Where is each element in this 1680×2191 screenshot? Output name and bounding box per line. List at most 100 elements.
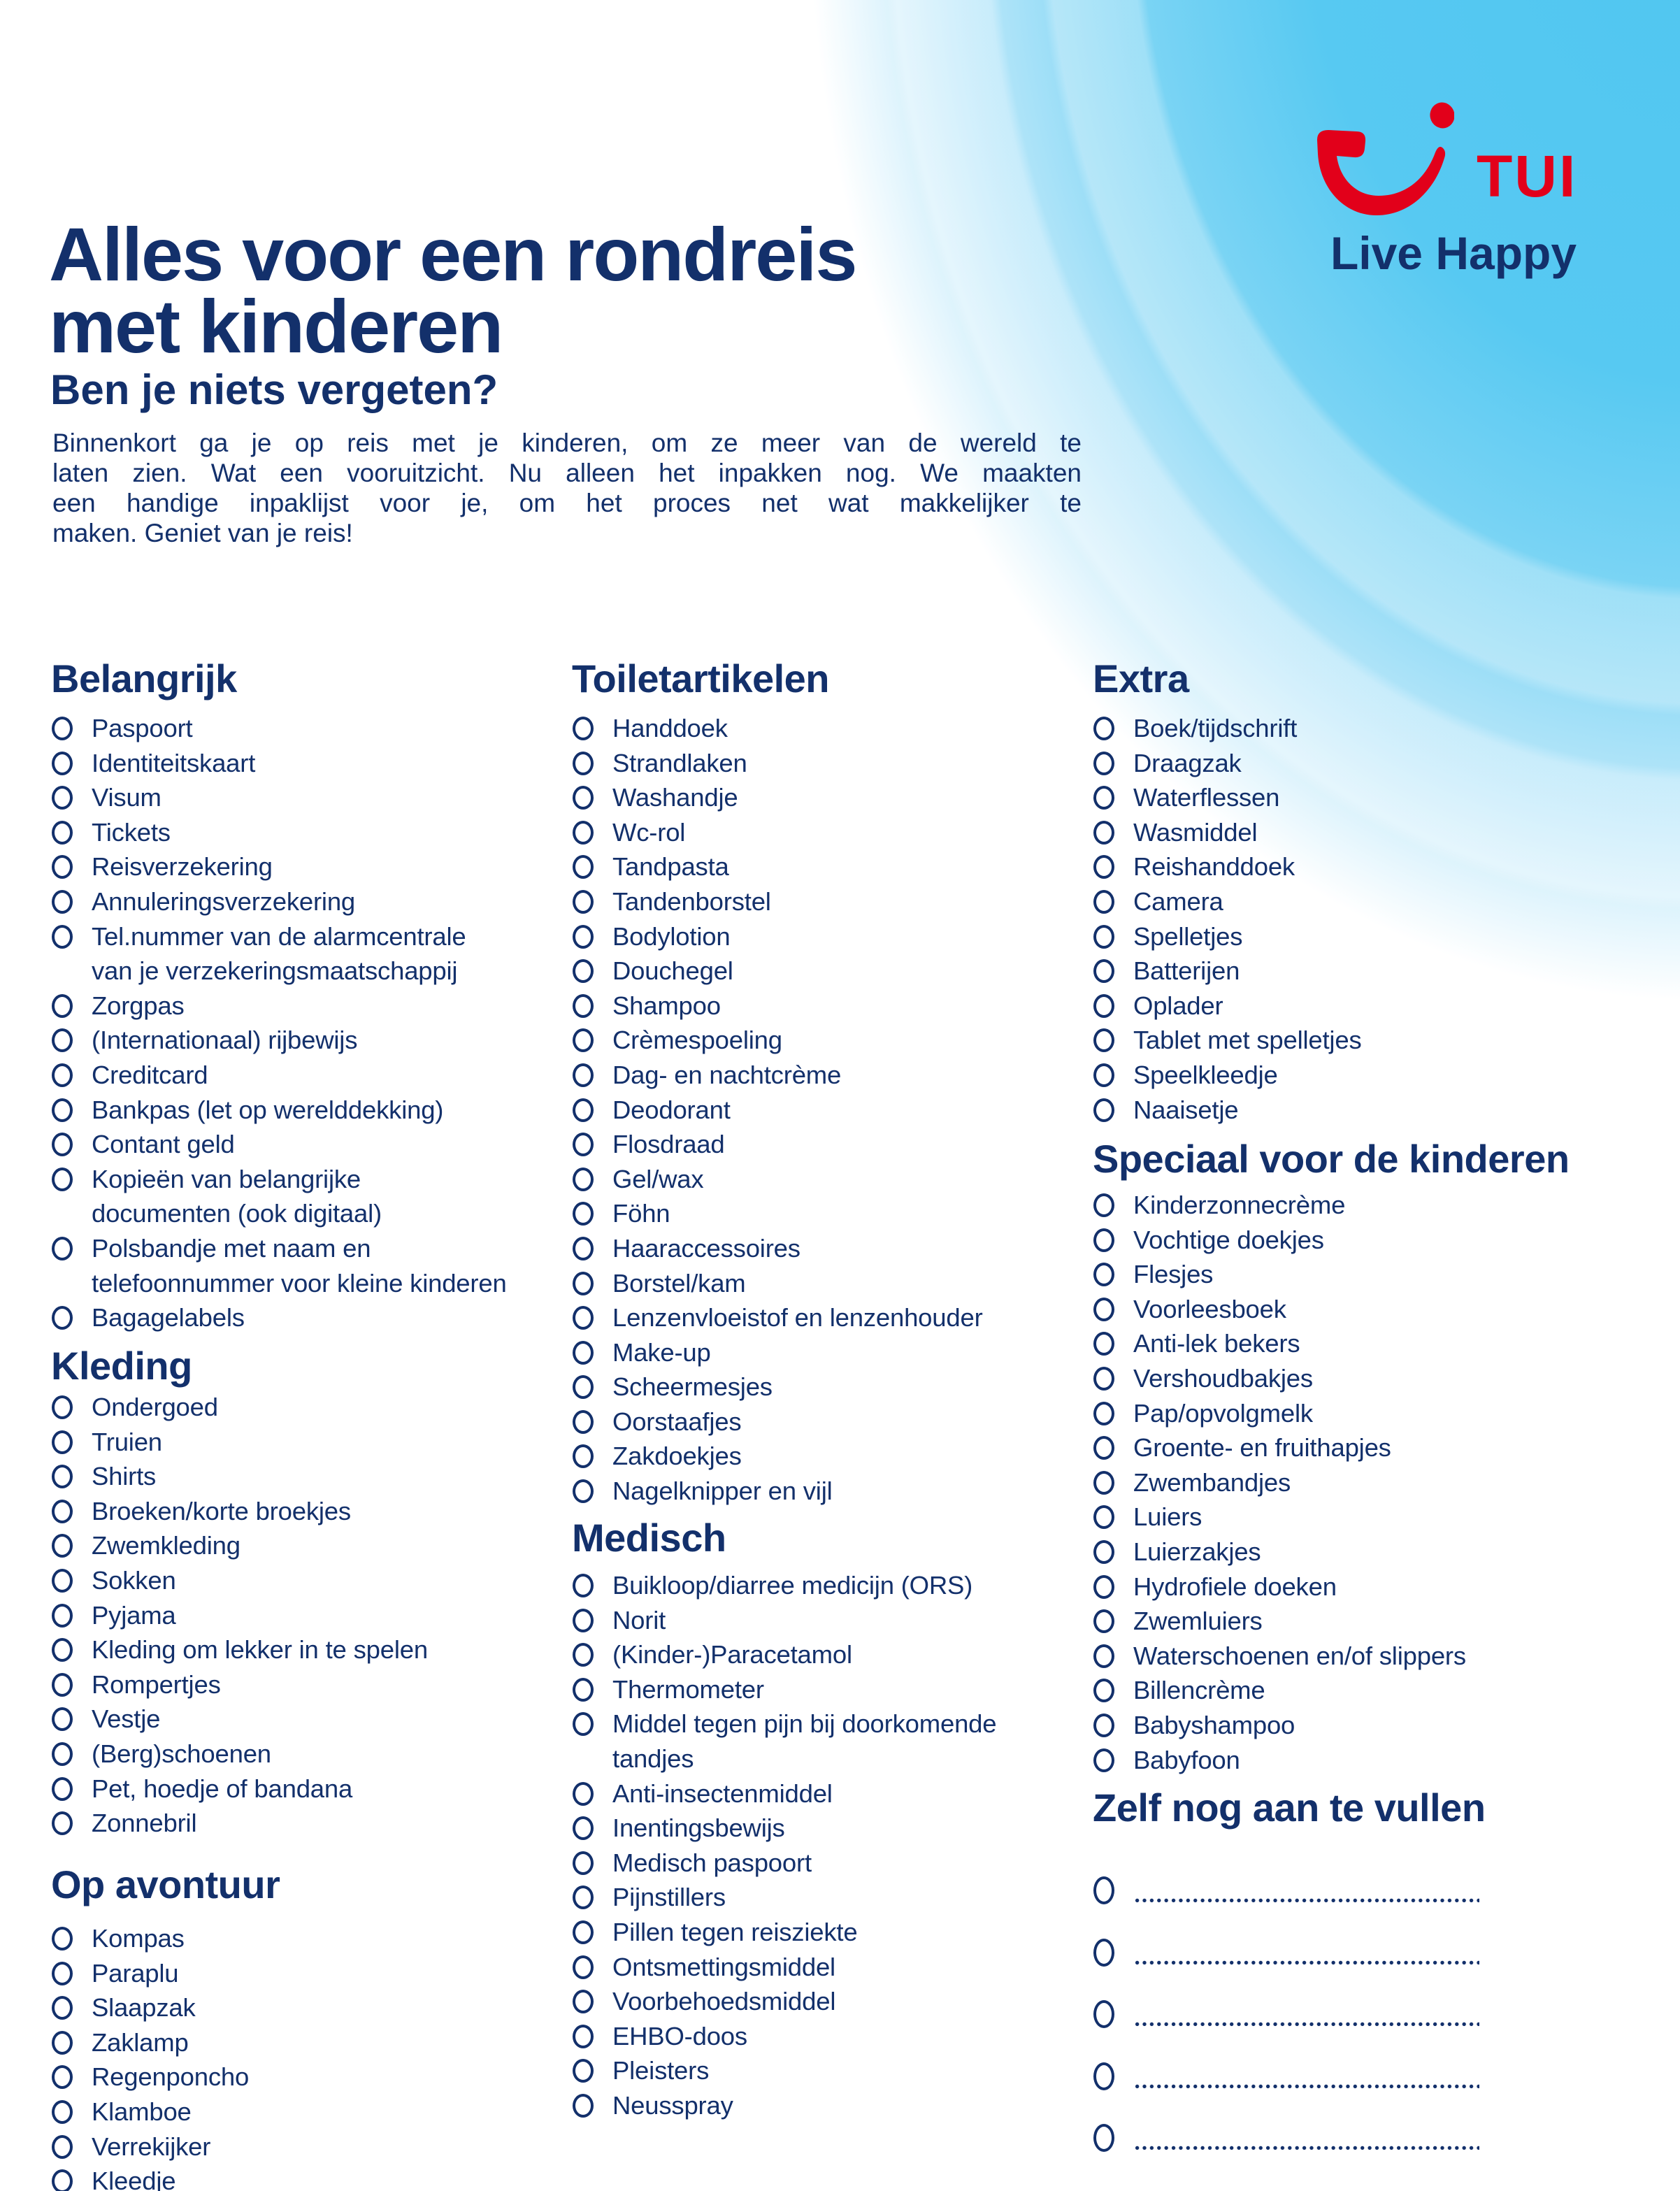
checkbox-circle-icon[interactable] — [573, 751, 594, 775]
checkbox-circle-icon[interactable] — [1093, 1263, 1114, 1287]
checkbox-circle-icon[interactable] — [573, 1781, 594, 1806]
checkbox-circle-icon[interactable] — [1093, 1539, 1114, 1564]
checkbox-circle-icon[interactable] — [1093, 2062, 1114, 2090]
checkbox-circle-icon[interactable] — [573, 1340, 594, 1365]
checkbox-circle-icon[interactable] — [1093, 1470, 1114, 1495]
checkbox-circle-icon[interactable] — [573, 1712, 594, 1737]
checkbox-circle-icon[interactable] — [52, 2065, 73, 2090]
checkbox-circle-icon[interactable] — [52, 1568, 73, 1593]
checkbox-circle-icon[interactable] — [573, 1098, 594, 1122]
checkbox-circle-icon[interactable] — [52, 786, 73, 810]
checkbox-circle-icon[interactable] — [52, 1465, 73, 1489]
checkbox-circle-icon[interactable] — [52, 1638, 73, 1662]
checkbox-circle-icon[interactable] — [573, 820, 594, 845]
checkbox-circle-icon[interactable] — [573, 1167, 594, 1191]
checkbox-circle-icon[interactable] — [52, 820, 73, 845]
checkbox-circle-icon[interactable] — [52, 1395, 73, 1419]
checkbox-circle-icon[interactable] — [1093, 751, 1114, 775]
checkbox-circle-icon[interactable] — [573, 1271, 594, 1295]
checkbox-circle-icon[interactable] — [573, 855, 594, 879]
checkbox-circle-icon[interactable] — [573, 993, 594, 1018]
checkbox-circle-icon[interactable] — [573, 1920, 594, 1944]
checkbox-circle-icon[interactable] — [573, 786, 594, 810]
checkbox-circle-icon[interactable] — [1093, 1436, 1114, 1460]
checkbox-circle-icon[interactable] — [1093, 1297, 1114, 1321]
checkbox-circle-icon[interactable] — [573, 1677, 594, 1702]
checkbox-circle-icon[interactable] — [52, 924, 73, 949]
checkbox-circle-icon[interactable] — [52, 1098, 73, 1122]
checkbox-circle-icon[interactable] — [52, 2099, 73, 2124]
checkbox-circle-icon[interactable] — [1093, 1748, 1114, 1772]
checkbox-circle-icon[interactable] — [1093, 1644, 1114, 1668]
checkbox-circle-icon[interactable] — [1093, 1679, 1114, 1703]
checkbox-circle-icon[interactable] — [1093, 1574, 1114, 1599]
checkbox-circle-icon[interactable] — [573, 1574, 594, 1597]
checkbox-circle-icon[interactable] — [573, 1851, 594, 1875]
checkbox-circle-icon[interactable] — [1093, 1609, 1114, 1634]
checkbox-circle-icon[interactable] — [52, 1741, 73, 1766]
checkbox-circle-icon[interactable] — [52, 1499, 73, 1523]
checkbox-circle-icon[interactable] — [1093, 820, 1114, 845]
checkbox-circle-icon[interactable] — [573, 1063, 594, 1087]
checkbox-circle-icon[interactable] — [52, 1996, 73, 2020]
checkbox-circle-icon[interactable] — [573, 1885, 594, 1910]
checkbox-circle-icon[interactable] — [1093, 1332, 1114, 1356]
checkbox-circle-icon[interactable] — [52, 1430, 73, 1454]
checkbox-circle-icon[interactable] — [573, 1479, 594, 1504]
checkbox-circle-icon[interactable] — [52, 1534, 73, 1558]
checkbox-circle-icon[interactable] — [52, 1811, 73, 1836]
checkbox-circle-icon[interactable] — [573, 1202, 594, 1226]
checkbox-circle-icon[interactable] — [573, 1444, 594, 1469]
checkbox-circle-icon[interactable] — [52, 1167, 73, 1191]
checkbox-circle-icon[interactable] — [573, 1816, 594, 1841]
checkbox-circle-icon[interactable] — [1093, 924, 1114, 949]
checkbox-circle-icon[interactable] — [52, 1776, 73, 1801]
checkbox-circle-icon[interactable] — [1093, 1228, 1114, 1252]
checkbox-circle-icon[interactable] — [1093, 1193, 1114, 1217]
fill-in-line[interactable] — [1135, 2083, 1479, 2090]
checkbox-circle-icon[interactable] — [52, 889, 73, 914]
checkbox-circle-icon[interactable] — [1093, 1938, 1114, 1967]
checkbox-circle-icon[interactable] — [52, 1672, 73, 1697]
checkbox-circle-icon[interactable] — [573, 1133, 594, 1157]
checkbox-circle-icon[interactable] — [1093, 1098, 1114, 1122]
fill-in-line[interactable] — [1135, 2146, 1479, 2152]
checkbox-circle-icon[interactable] — [1093, 855, 1114, 879]
checkbox-circle-icon[interactable] — [1093, 993, 1114, 1018]
checkbox-circle-icon[interactable] — [52, 1028, 73, 1053]
checkbox-circle-icon[interactable] — [1093, 1401, 1114, 1425]
checkbox-circle-icon[interactable] — [52, 2030, 73, 2055]
checkbox-circle-icon[interactable] — [573, 1306, 594, 1330]
checkbox-circle-icon[interactable] — [573, 1375, 594, 1400]
checkbox-circle-icon[interactable] — [52, 717, 73, 740]
checkbox-circle-icon[interactable] — [52, 1133, 73, 1157]
checkbox-circle-icon[interactable] — [52, 1961, 73, 1985]
fill-in-line[interactable] — [1135, 2022, 1479, 2028]
checkbox-circle-icon[interactable] — [1093, 1063, 1114, 1087]
checkbox-circle-icon[interactable] — [1093, 1028, 1114, 1053]
checkbox-circle-icon[interactable] — [52, 1063, 73, 1087]
checkbox-circle-icon[interactable] — [1093, 1713, 1114, 1737]
checkbox-circle-icon[interactable] — [573, 924, 594, 949]
checkbox-circle-icon[interactable] — [573, 2059, 594, 2083]
fill-in-line[interactable] — [1135, 1960, 1479, 1966]
checkbox-circle-icon[interactable] — [1093, 889, 1114, 914]
checkbox-circle-icon[interactable] — [1093, 2124, 1114, 2153]
checkbox-circle-icon[interactable] — [52, 1927, 73, 1951]
checkbox-circle-icon[interactable] — [52, 1603, 73, 1628]
checkbox-circle-icon[interactable] — [52, 2134, 73, 2159]
checkbox-circle-icon[interactable] — [573, 1990, 594, 2014]
checkbox-circle-icon[interactable] — [1093, 717, 1114, 740]
checkbox-circle-icon[interactable] — [1093, 2000, 1114, 2029]
checkbox-circle-icon[interactable] — [573, 1608, 594, 1632]
checkbox-circle-icon[interactable] — [573, 1409, 594, 1434]
checkbox-circle-icon[interactable] — [1093, 959, 1114, 984]
fill-in-line[interactable] — [1135, 1898, 1479, 1904]
checkbox-circle-icon[interactable] — [52, 2169, 73, 2191]
checkbox-circle-icon[interactable] — [1093, 1876, 1114, 1905]
checkbox-circle-icon[interactable] — [573, 717, 594, 740]
checkbox-circle-icon[interactable] — [573, 2093, 594, 2118]
checkbox-circle-icon[interactable] — [573, 889, 594, 914]
checkbox-circle-icon[interactable] — [1093, 1505, 1114, 1530]
checkbox-circle-icon[interactable] — [573, 2024, 594, 2048]
